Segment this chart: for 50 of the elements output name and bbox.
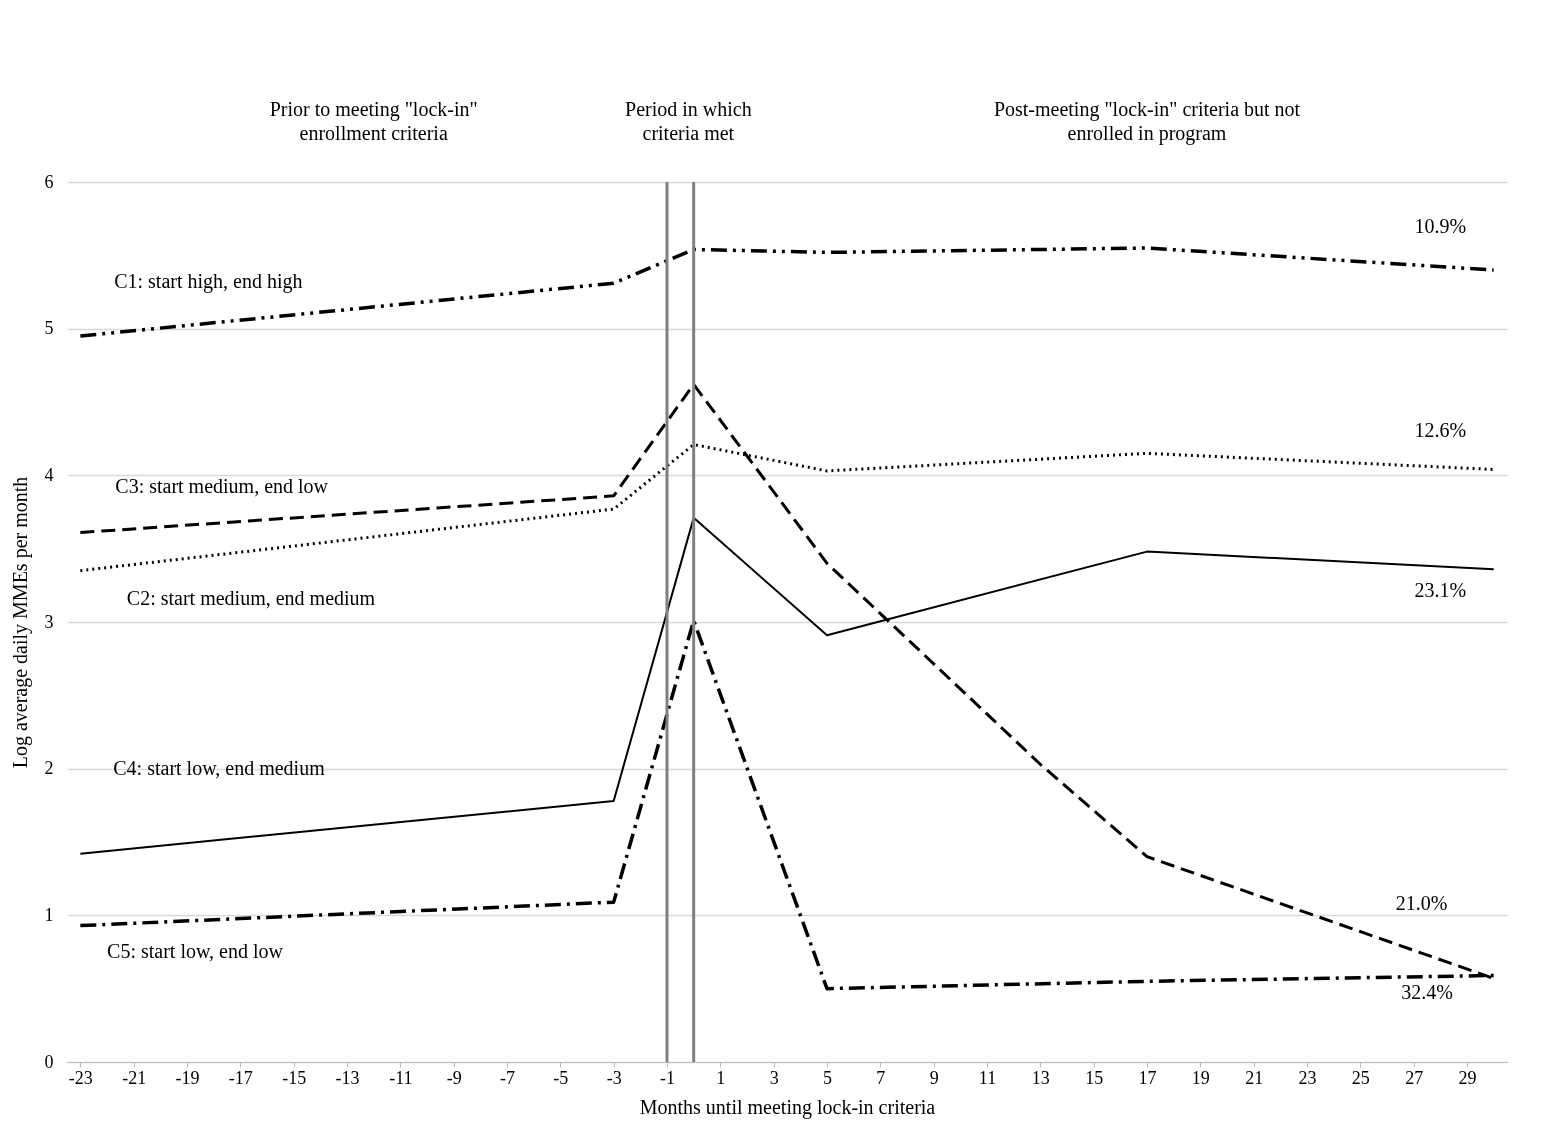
x-tick-label: 29 xyxy=(1458,1067,1477,1088)
x-axis-title: Months until meeting lock-in criteria xyxy=(639,1095,936,1119)
x-tick-label: 9 xyxy=(929,1067,939,1088)
y-tick-label: 3 xyxy=(44,611,54,632)
text: Post-meeting "lock-in" criteria but not enrolled in program xyxy=(993,98,1301,145)
y-tick-label: 0 xyxy=(44,1051,54,1072)
x-tick-label: 17 xyxy=(1138,1067,1157,1088)
x-tick-label: -11 xyxy=(389,1067,413,1088)
text: Period in which criteria met xyxy=(625,98,752,144)
annotation: C3: start medium, end low xyxy=(115,475,329,498)
x-tick-label: 1 xyxy=(716,1067,726,1088)
x-tick-label: 5 xyxy=(823,1067,832,1088)
x-tick-label: -21 xyxy=(122,1067,147,1088)
y-tick-label: 2 xyxy=(44,758,54,779)
line-series xyxy=(78,246,1496,338)
annotation: C2: start medium, end medium xyxy=(126,586,376,609)
x-tick-label: -3 xyxy=(606,1067,622,1088)
annotation: C5: start low, end low xyxy=(107,940,284,962)
x-tick-label: -15 xyxy=(282,1067,307,1088)
y-tick-label: 1 xyxy=(44,904,54,925)
y-tick-label: 4 xyxy=(44,464,54,485)
annotation: C1: start high, end high xyxy=(114,269,303,293)
x-tick-label: -1 xyxy=(660,1067,675,1088)
annotation: 10.9% xyxy=(1414,215,1467,238)
x-tick-label: 23 xyxy=(1298,1067,1317,1088)
y-axis-title: Log average daily MMEs per month xyxy=(8,476,32,769)
x-tick-label: 13 xyxy=(1031,1067,1050,1088)
x-tick-label: -5 xyxy=(553,1067,569,1088)
x-tick-label: 25 xyxy=(1351,1067,1370,1088)
y-tick-label: 6 xyxy=(44,171,54,192)
x-tick-label: -7 xyxy=(500,1067,515,1088)
x-tick-label: 19 xyxy=(1191,1067,1210,1088)
annotation: 32.4% xyxy=(1401,981,1453,1004)
annotation: 21.0% xyxy=(1395,891,1448,914)
x-tick-label: 7 xyxy=(876,1067,886,1088)
x-tick-label: -17 xyxy=(228,1067,253,1088)
x-tick-label: -23 xyxy=(68,1067,93,1088)
x-tick-label: 21 xyxy=(1245,1067,1264,1088)
x-tick-label: -13 xyxy=(335,1067,360,1088)
text: Prior to meeting "lock-in" enrollment criteria xyxy=(269,98,478,144)
x-tick-label: 27 xyxy=(1405,1067,1424,1088)
x-tick-label: 11 xyxy=(978,1067,997,1088)
annotation: 12.6% xyxy=(1414,419,1467,442)
x-tick-label: -19 xyxy=(175,1067,200,1088)
y-tick-label: 5 xyxy=(44,318,54,339)
annotation: C4: start low, end medium xyxy=(113,756,326,779)
annotation: 23.1% xyxy=(1414,579,1467,602)
x-tick-label: -9 xyxy=(446,1067,462,1088)
x-tick-label: 15 xyxy=(1085,1067,1104,1088)
x-tick-label: 3 xyxy=(769,1067,779,1088)
